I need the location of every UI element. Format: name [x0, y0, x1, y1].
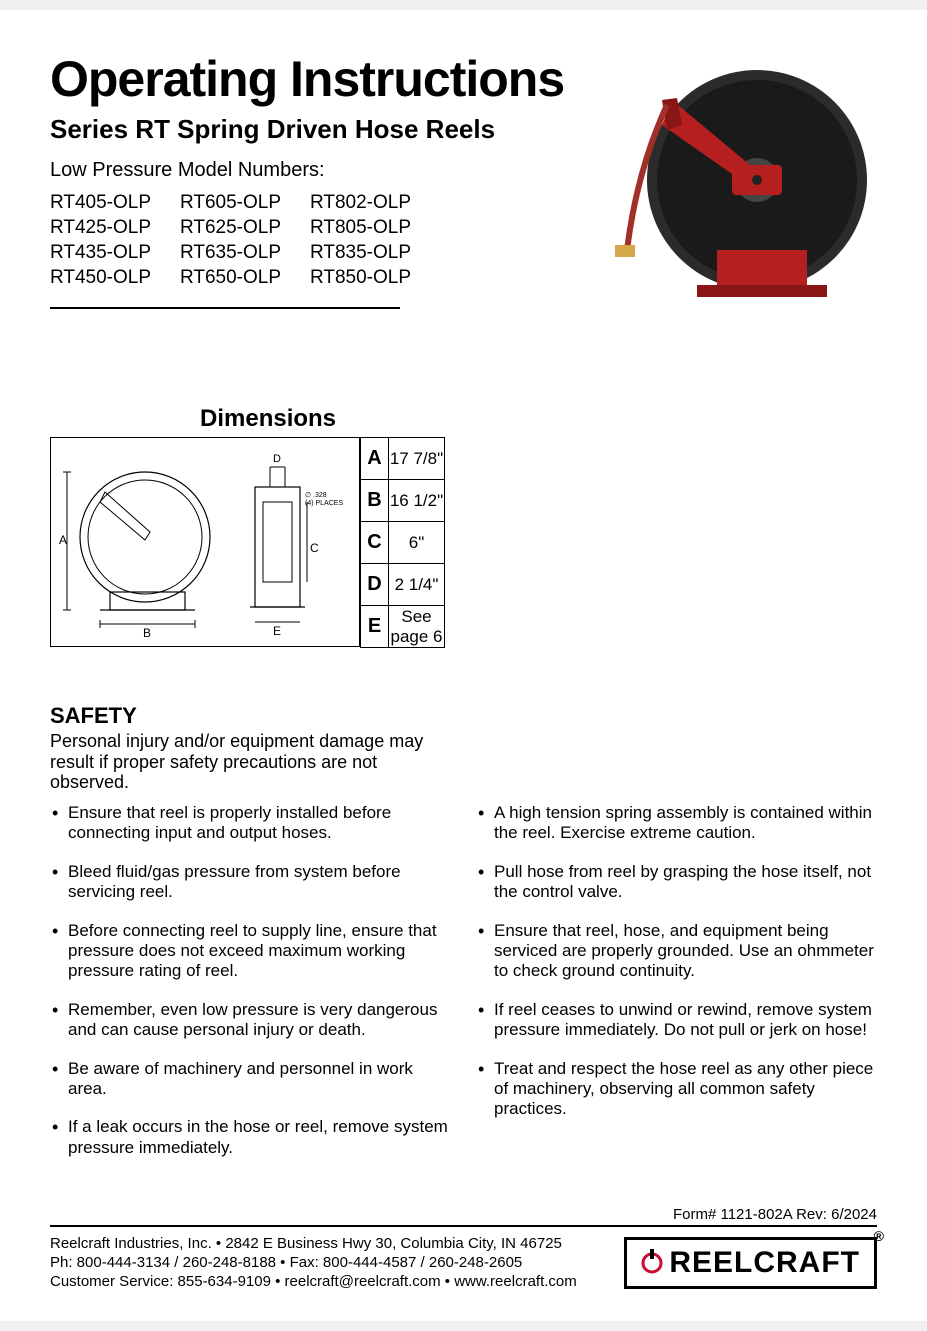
dimension-key: D — [361, 564, 389, 606]
dimension-value: 2 1/4" — [389, 564, 445, 606]
safety-item: Bleed fluid/gas pressure from system bef… — [50, 862, 451, 903]
dimension-row: D2 1/4" — [361, 564, 445, 606]
logo-registered: ® — [874, 1228, 884, 1244]
dimension-key: E — [361, 606, 389, 648]
safety-item: If a leak occurs in the hose or reel, re… — [50, 1117, 451, 1158]
dimension-row: ESee page 6 — [361, 606, 445, 648]
product-image — [577, 50, 877, 335]
dimension-value: See page 6 — [389, 606, 445, 648]
dimension-value: 16 1/2" — [389, 480, 445, 522]
diagram-label-d: D — [273, 453, 281, 465]
dimension-value: 6" — [389, 522, 445, 564]
model-number: RT405-OLP — [50, 192, 180, 214]
safety-item: A high tension spring assembly is contai… — [476, 803, 877, 844]
model-number: RT835-OLP — [310, 242, 440, 264]
safety-columns: Ensure that reel is properly installed b… — [50, 803, 877, 1176]
safety-right-column: A high tension spring assembly is contai… — [476, 803, 877, 1176]
dimension-value: 17 7/8" — [389, 438, 445, 480]
diagram-label-c: C — [310, 541, 319, 555]
model-number: RT605-OLP — [180, 192, 310, 214]
footer-line-1: Reelcraft Industries, Inc. • 2842 E Busi… — [50, 1235, 577, 1254]
model-number: RT635-OLP — [180, 242, 310, 264]
model-number: RT802-OLP — [310, 192, 440, 214]
safety-item: Before connecting reel to supply line, e… — [50, 921, 451, 982]
safety-left-column: Ensure that reel is properly installed b… — [50, 803, 451, 1176]
form-revision: Form# 1121-802A Rev: 6/2024 — [50, 1206, 877, 1223]
safety-item: Ensure that reel is properly installed b… — [50, 803, 451, 844]
safety-item: Remember, even low pressure is very dang… — [50, 1000, 451, 1041]
footer-line-3: Customer Service: 855-634-9109 • reelcra… — [50, 1273, 577, 1292]
model-number: RT450-OLP — [50, 267, 180, 289]
dimensions-section: Dimensions A — [50, 405, 877, 648]
document-page: Operating Instructions Series RT Spring … — [0, 10, 927, 1321]
models-underline — [50, 307, 400, 309]
dimensions-diagram-svg: A B D C — [55, 442, 355, 642]
safety-item: If reel ceases to unwind or rewind, remo… — [476, 1000, 877, 1041]
safety-item: Be aware of machinery and personnel in w… — [50, 1059, 451, 1100]
header-row: Operating Instructions Series RT Spring … — [50, 50, 877, 335]
page-subtitle: Series RT Spring Driven Hose Reels — [50, 114, 577, 145]
hose-reel-icon — [577, 50, 877, 330]
logo-mark-icon — [641, 1249, 663, 1277]
dimension-row: B16 1/2" — [361, 480, 445, 522]
model-number: RT425-OLP — [50, 217, 180, 239]
header-left: Operating Instructions Series RT Spring … — [50, 50, 577, 309]
brand-logo: REELCRAFT ® — [624, 1237, 877, 1289]
diagram-note-1: ∅ .328 — [305, 492, 327, 499]
model-number: RT625-OLP — [180, 217, 310, 239]
dimensions-diagram: A B D C — [50, 437, 360, 647]
diagram-label-e: E — [273, 624, 281, 638]
dimension-row: A17 7/8" — [361, 438, 445, 480]
model-number: RT435-OLP — [50, 242, 180, 264]
model-number: RT650-OLP — [180, 267, 310, 289]
footer-contact: Reelcraft Industries, Inc. • 2842 E Busi… — [50, 1235, 577, 1291]
footer-line-2: Ph: 800-444-3134 / 260-248-8188 • Fax: 8… — [50, 1254, 577, 1273]
diagram-label-a: A — [59, 533, 67, 547]
dimensions-title: Dimensions — [200, 405, 877, 433]
models-grid: RT405-OLPRT605-OLPRT802-OLP RT425-OLPRT62… — [50, 192, 577, 289]
safety-item: Pull hose from reel by grasping the hose… — [476, 862, 877, 903]
safety-section: SAFETY Personal injury and/or equipment … — [50, 703, 877, 1176]
dimension-key: C — [361, 522, 389, 564]
footer-bar: Reelcraft Industries, Inc. • 2842 E Busi… — [50, 1225, 877, 1291]
dimension-row: C6" — [361, 522, 445, 564]
footer: Form# 1121-802A Rev: 6/2024 Reelcraft In… — [50, 1206, 877, 1291]
model-number: RT805-OLP — [310, 217, 440, 239]
diagram-label-b: B — [143, 626, 151, 640]
safety-item: Treat and respect the hose reel as any o… — [476, 1059, 877, 1120]
dimension-key: A — [361, 438, 389, 480]
logo-text: REELCRAFT — [669, 1246, 860, 1280]
page-title: Operating Instructions — [50, 50, 577, 108]
diagram-note-2: (4) PLACES — [305, 500, 343, 507]
models-label: Low Pressure Model Numbers: — [50, 159, 577, 182]
dimensions-table: A17 7/8"B16 1/2"C6"D2 1/4"ESee page 6 — [360, 437, 445, 648]
dimension-key: B — [361, 480, 389, 522]
safety-title: SAFETY — [50, 703, 877, 729]
safety-intro: Personal injury and/or equipment damage … — [50, 731, 460, 793]
safety-item: Ensure that reel, hose, and equipment be… — [476, 921, 877, 982]
dimensions-container: A B D C — [50, 437, 877, 648]
model-number: RT850-OLP — [310, 267, 440, 289]
